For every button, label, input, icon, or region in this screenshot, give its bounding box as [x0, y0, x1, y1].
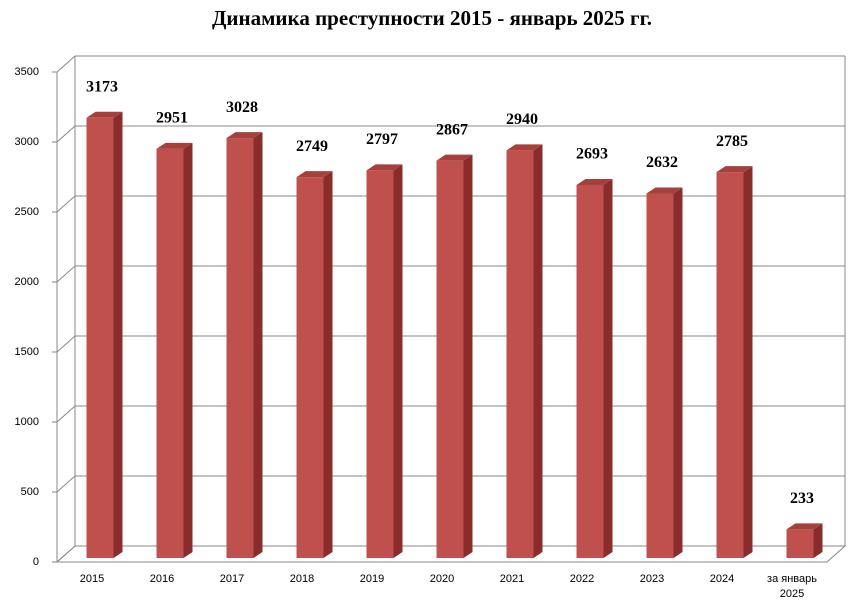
bar-top: [576, 178, 613, 185]
value-label: 3028: [226, 99, 258, 116]
grid-diag: [56, 335, 76, 353]
bar-front: [716, 172, 744, 558]
y-tick-label: 1000: [15, 416, 39, 428]
bar-top: [436, 154, 473, 161]
x-tick-label: 2024: [709, 573, 735, 585]
bar-top: [366, 164, 403, 171]
y-tick-label: 1500: [15, 346, 39, 358]
x-tick-label: 2021: [499, 573, 525, 585]
x-tick-label: 2023: [639, 573, 665, 585]
bar-side: [323, 171, 333, 558]
grid-diag: [56, 545, 76, 563]
grid-diag: [56, 125, 76, 143]
bar-side: [673, 187, 683, 558]
x-tick-label: 2016: [149, 573, 175, 585]
bar: [156, 142, 193, 559]
grid-diag: [56, 55, 76, 73]
bar-top: [156, 142, 193, 149]
value-label: 2940: [506, 111, 538, 128]
x-tick-label: 2022: [569, 573, 595, 585]
value-label: 3173: [86, 78, 118, 95]
value-label: 233: [790, 490, 814, 507]
bar-front: [226, 138, 254, 558]
y-tick-label: 500: [21, 486, 39, 498]
bar-top: [646, 187, 683, 194]
x-tick-label: за январь 2025: [767, 573, 817, 600]
y-tick-label: 0: [33, 556, 39, 568]
bar-side: [113, 111, 123, 558]
value-label: 2693: [576, 146, 608, 163]
bar-front: [576, 184, 604, 559]
bar: [366, 164, 403, 559]
bar-front: [86, 117, 114, 558]
x-tick-label: 2015: [79, 573, 105, 585]
bar-front: [366, 170, 394, 559]
bar: [506, 144, 543, 558]
bar: [576, 178, 613, 559]
value-label: 2749: [296, 138, 328, 155]
bar-side: [533, 144, 543, 558]
bar-side: [603, 178, 613, 559]
bar: [786, 523, 823, 558]
value-label: 2797: [366, 131, 398, 148]
bar: [296, 171, 333, 558]
grid-diag: [56, 195, 76, 213]
x-tick-label: 2017: [219, 573, 245, 585]
y-tick-label: 3000: [15, 136, 39, 148]
bar-front: [296, 177, 324, 558]
bar-front: [646, 193, 674, 558]
grid-diag: [56, 405, 76, 423]
value-label: 2951: [156, 110, 188, 127]
bar-side: [463, 154, 473, 558]
x-tick-label: 2019: [359, 573, 385, 585]
bar: [86, 111, 123, 558]
bar-side: [813, 523, 823, 558]
bar-side: [393, 164, 403, 559]
grid-diag: [56, 475, 76, 493]
bar-top: [226, 132, 263, 139]
bar-top: [786, 523, 823, 530]
value-label: 2867: [436, 121, 468, 138]
bar-top: [716, 166, 753, 173]
bar-front: [506, 150, 534, 558]
bar-side: [183, 142, 193, 559]
bar-side: [743, 166, 753, 558]
bar: [646, 187, 683, 558]
bar-side: [253, 132, 263, 558]
chart-title: Динамика преступности 2015 - январь 2025…: [212, 6, 652, 30]
bar: [436, 154, 473, 558]
bar: [716, 166, 753, 558]
y-tick-label: 2500: [15, 206, 39, 218]
y-tick-label: 3500: [15, 66, 39, 78]
bar-top: [296, 171, 333, 178]
value-label: 2785: [716, 133, 748, 150]
value-label: 2632: [646, 154, 678, 171]
x-tick-label: 2018: [289, 573, 315, 585]
y-tick-label: 2000: [15, 276, 39, 288]
bar-front: [786, 529, 814, 558]
bar: [226, 132, 263, 558]
x-tick-label: 2020: [429, 573, 455, 585]
bar-top: [86, 111, 123, 118]
bar-front: [436, 160, 464, 558]
bar-front: [156, 148, 184, 559]
grid-diag: [56, 265, 76, 283]
bar-top: [506, 144, 543, 151]
